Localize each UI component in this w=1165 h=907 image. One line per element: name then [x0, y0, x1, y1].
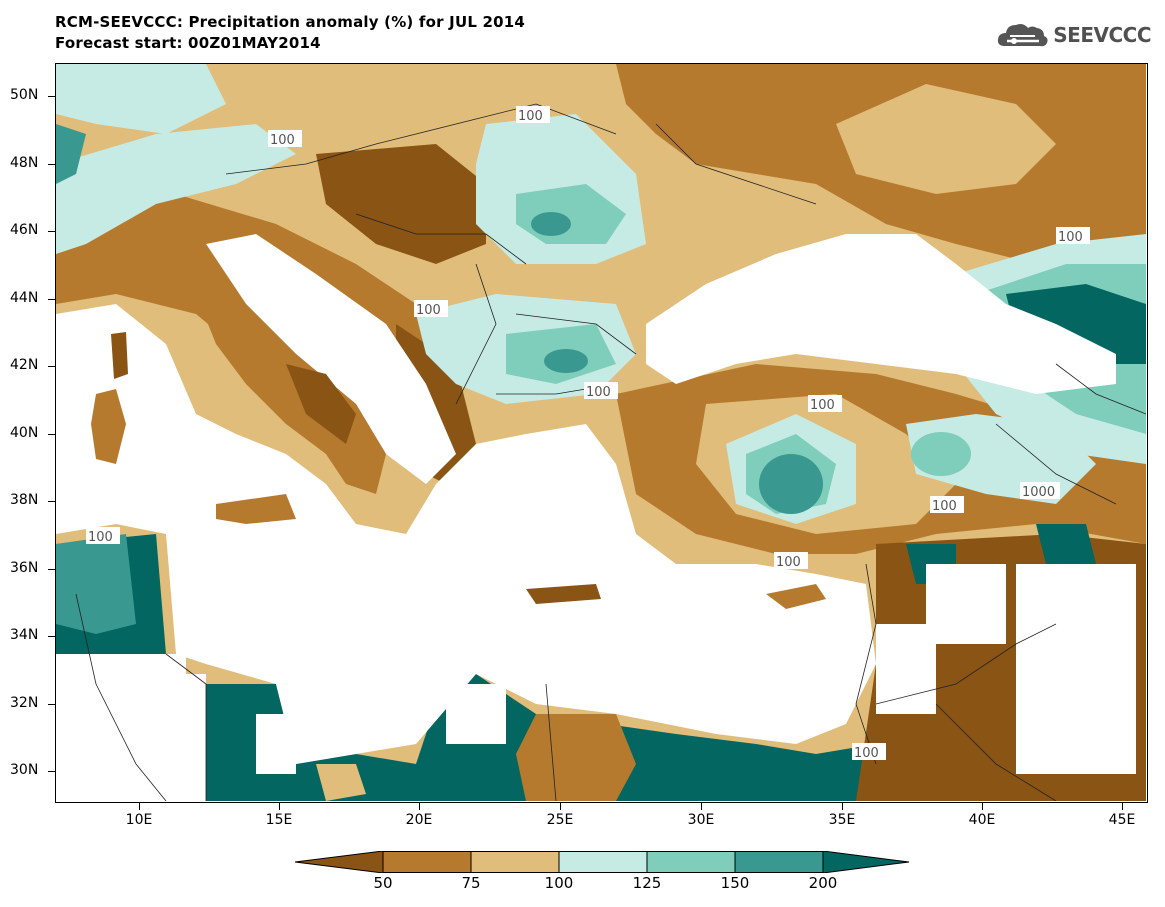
- colorbar-tick-label: 200: [808, 874, 838, 892]
- black-sea: [646, 234, 1116, 394]
- contour-label: 100: [854, 746, 879, 761]
- colorbar-segment: [646, 851, 736, 873]
- anomaly-region-tan: [316, 764, 366, 801]
- colorbar: [295, 851, 910, 873]
- colorbar-segment: [382, 851, 472, 873]
- lon-label: 45E: [1108, 812, 1136, 828]
- colorbar-segment: [822, 851, 910, 873]
- contour-label: 100: [810, 398, 835, 413]
- forecast-start-label: Forecast start: 00Z01MAY2014: [55, 34, 321, 52]
- lon-label: 10E: [125, 812, 153, 828]
- island-sicily: [216, 494, 296, 524]
- anomaly-region-aqua-mid: [911, 432, 971, 476]
- contour-label: 100: [932, 499, 957, 514]
- contour-labels: 100 100 100 100 100 100 100 100 100 1000…: [86, 106, 1090, 761]
- contour-label: 100: [586, 385, 611, 400]
- lat-tick: [48, 299, 55, 300]
- anomaly-region-teal: [56, 534, 136, 634]
- island-cyprus: [766, 584, 826, 609]
- lon-tick: [419, 803, 420, 810]
- no-data-block: [186, 674, 206, 801]
- anomaly-region-teal: [531, 212, 571, 236]
- lon-label: 30E: [687, 812, 715, 828]
- contour-label: 100: [88, 530, 113, 545]
- map-title: RCM-SEEVCCC: Precipitation anomaly (%) f…: [55, 13, 526, 31]
- contour-label: 100: [776, 555, 801, 570]
- anomaly-region-tan: [836, 84, 1056, 194]
- contour-label: 1000: [1022, 485, 1055, 500]
- anomaly-region-teal: [759, 454, 823, 514]
- lat-label: 36N: [10, 560, 39, 576]
- logo-text: SEEVCCC: [1053, 23, 1151, 47]
- lon-tick: [279, 803, 280, 810]
- lat-label: 40N: [10, 425, 39, 441]
- colorbar-segment: [558, 851, 648, 873]
- lat-label: 32N: [10, 695, 39, 711]
- contour-label: 100: [518, 109, 543, 124]
- lat-label: 34N: [10, 627, 39, 643]
- lon-tick: [560, 803, 561, 810]
- lat-tick: [48, 569, 55, 570]
- lat-label: 42N: [10, 357, 39, 373]
- lon-label: 25E: [546, 812, 574, 828]
- lon-label: 15E: [265, 812, 293, 828]
- country-borders: [75, 103, 1146, 801]
- colorbar-segment: [470, 851, 560, 873]
- lat-tick: [48, 434, 55, 435]
- lat-label: 50N: [10, 87, 39, 103]
- island-crete: [526, 584, 601, 604]
- map-canvas: 100 100 100 100 100 100 100 100 100 1000…: [56, 64, 1146, 801]
- colorbar-segment: [734, 851, 824, 873]
- colorbar-tick-label: 100: [544, 874, 574, 892]
- lon-label: 40E: [968, 812, 996, 828]
- lat-label: 44N: [10, 290, 39, 306]
- lat-label: 38N: [10, 492, 39, 508]
- contour-label: 100: [270, 133, 295, 148]
- contour-label: 100: [1058, 230, 1083, 245]
- anomaly-region-teal: [56, 124, 86, 184]
- anomaly-region-teal-dark: [1036, 524, 1096, 564]
- lon-tick: [1122, 803, 1123, 810]
- lat-tick: [48, 636, 55, 637]
- precipitation-map: 100 100 100 100 100 100 100 100 100 1000…: [55, 63, 1148, 803]
- anomaly-region-aqua-light: [56, 124, 296, 254]
- lat-tick: [48, 704, 55, 705]
- anomaly-region-brown-dark: [286, 364, 356, 444]
- island-corsica: [111, 332, 128, 379]
- lat-label: 46N: [10, 222, 39, 238]
- no-data-block: [926, 564, 1006, 644]
- lon-tick: [842, 803, 843, 810]
- colorbar-tick-label: 125: [632, 874, 662, 892]
- no-data-block: [876, 624, 936, 714]
- anomaly-region-teal: [544, 349, 588, 373]
- colorbar-tick-label: 150: [720, 874, 750, 892]
- lat-tick: [48, 501, 55, 502]
- colorbar-segment: [295, 851, 384, 873]
- mediterranean-sea: [56, 304, 876, 764]
- seevccc-logo: SEEVCCC: [997, 20, 1151, 50]
- lat-label: 30N: [10, 762, 39, 778]
- lat-label: 48N: [10, 155, 39, 171]
- lon-tick: [139, 803, 140, 810]
- lon-label: 35E: [828, 812, 856, 828]
- lat-tick: [48, 164, 55, 165]
- no-data-block: [1016, 564, 1136, 774]
- lon-tick: [982, 803, 983, 810]
- adriatic-sea: [206, 234, 456, 484]
- no-data-block: [56, 654, 186, 801]
- colorbar-tick-label: 50: [373, 874, 393, 892]
- lon-tick: [701, 803, 702, 810]
- anomaly-region-brown: [516, 714, 636, 801]
- lon-label: 20E: [405, 812, 433, 828]
- anomaly-region-aqua-light: [56, 64, 226, 134]
- lat-tick: [48, 231, 55, 232]
- contour-label: 100: [416, 303, 441, 318]
- cloud-icon: [998, 24, 1048, 47]
- island-sardinia: [91, 389, 126, 464]
- lat-tick: [48, 96, 55, 97]
- lat-tick: [48, 366, 55, 367]
- lat-tick: [48, 771, 55, 772]
- colorbar-tick-label: 75: [461, 874, 481, 892]
